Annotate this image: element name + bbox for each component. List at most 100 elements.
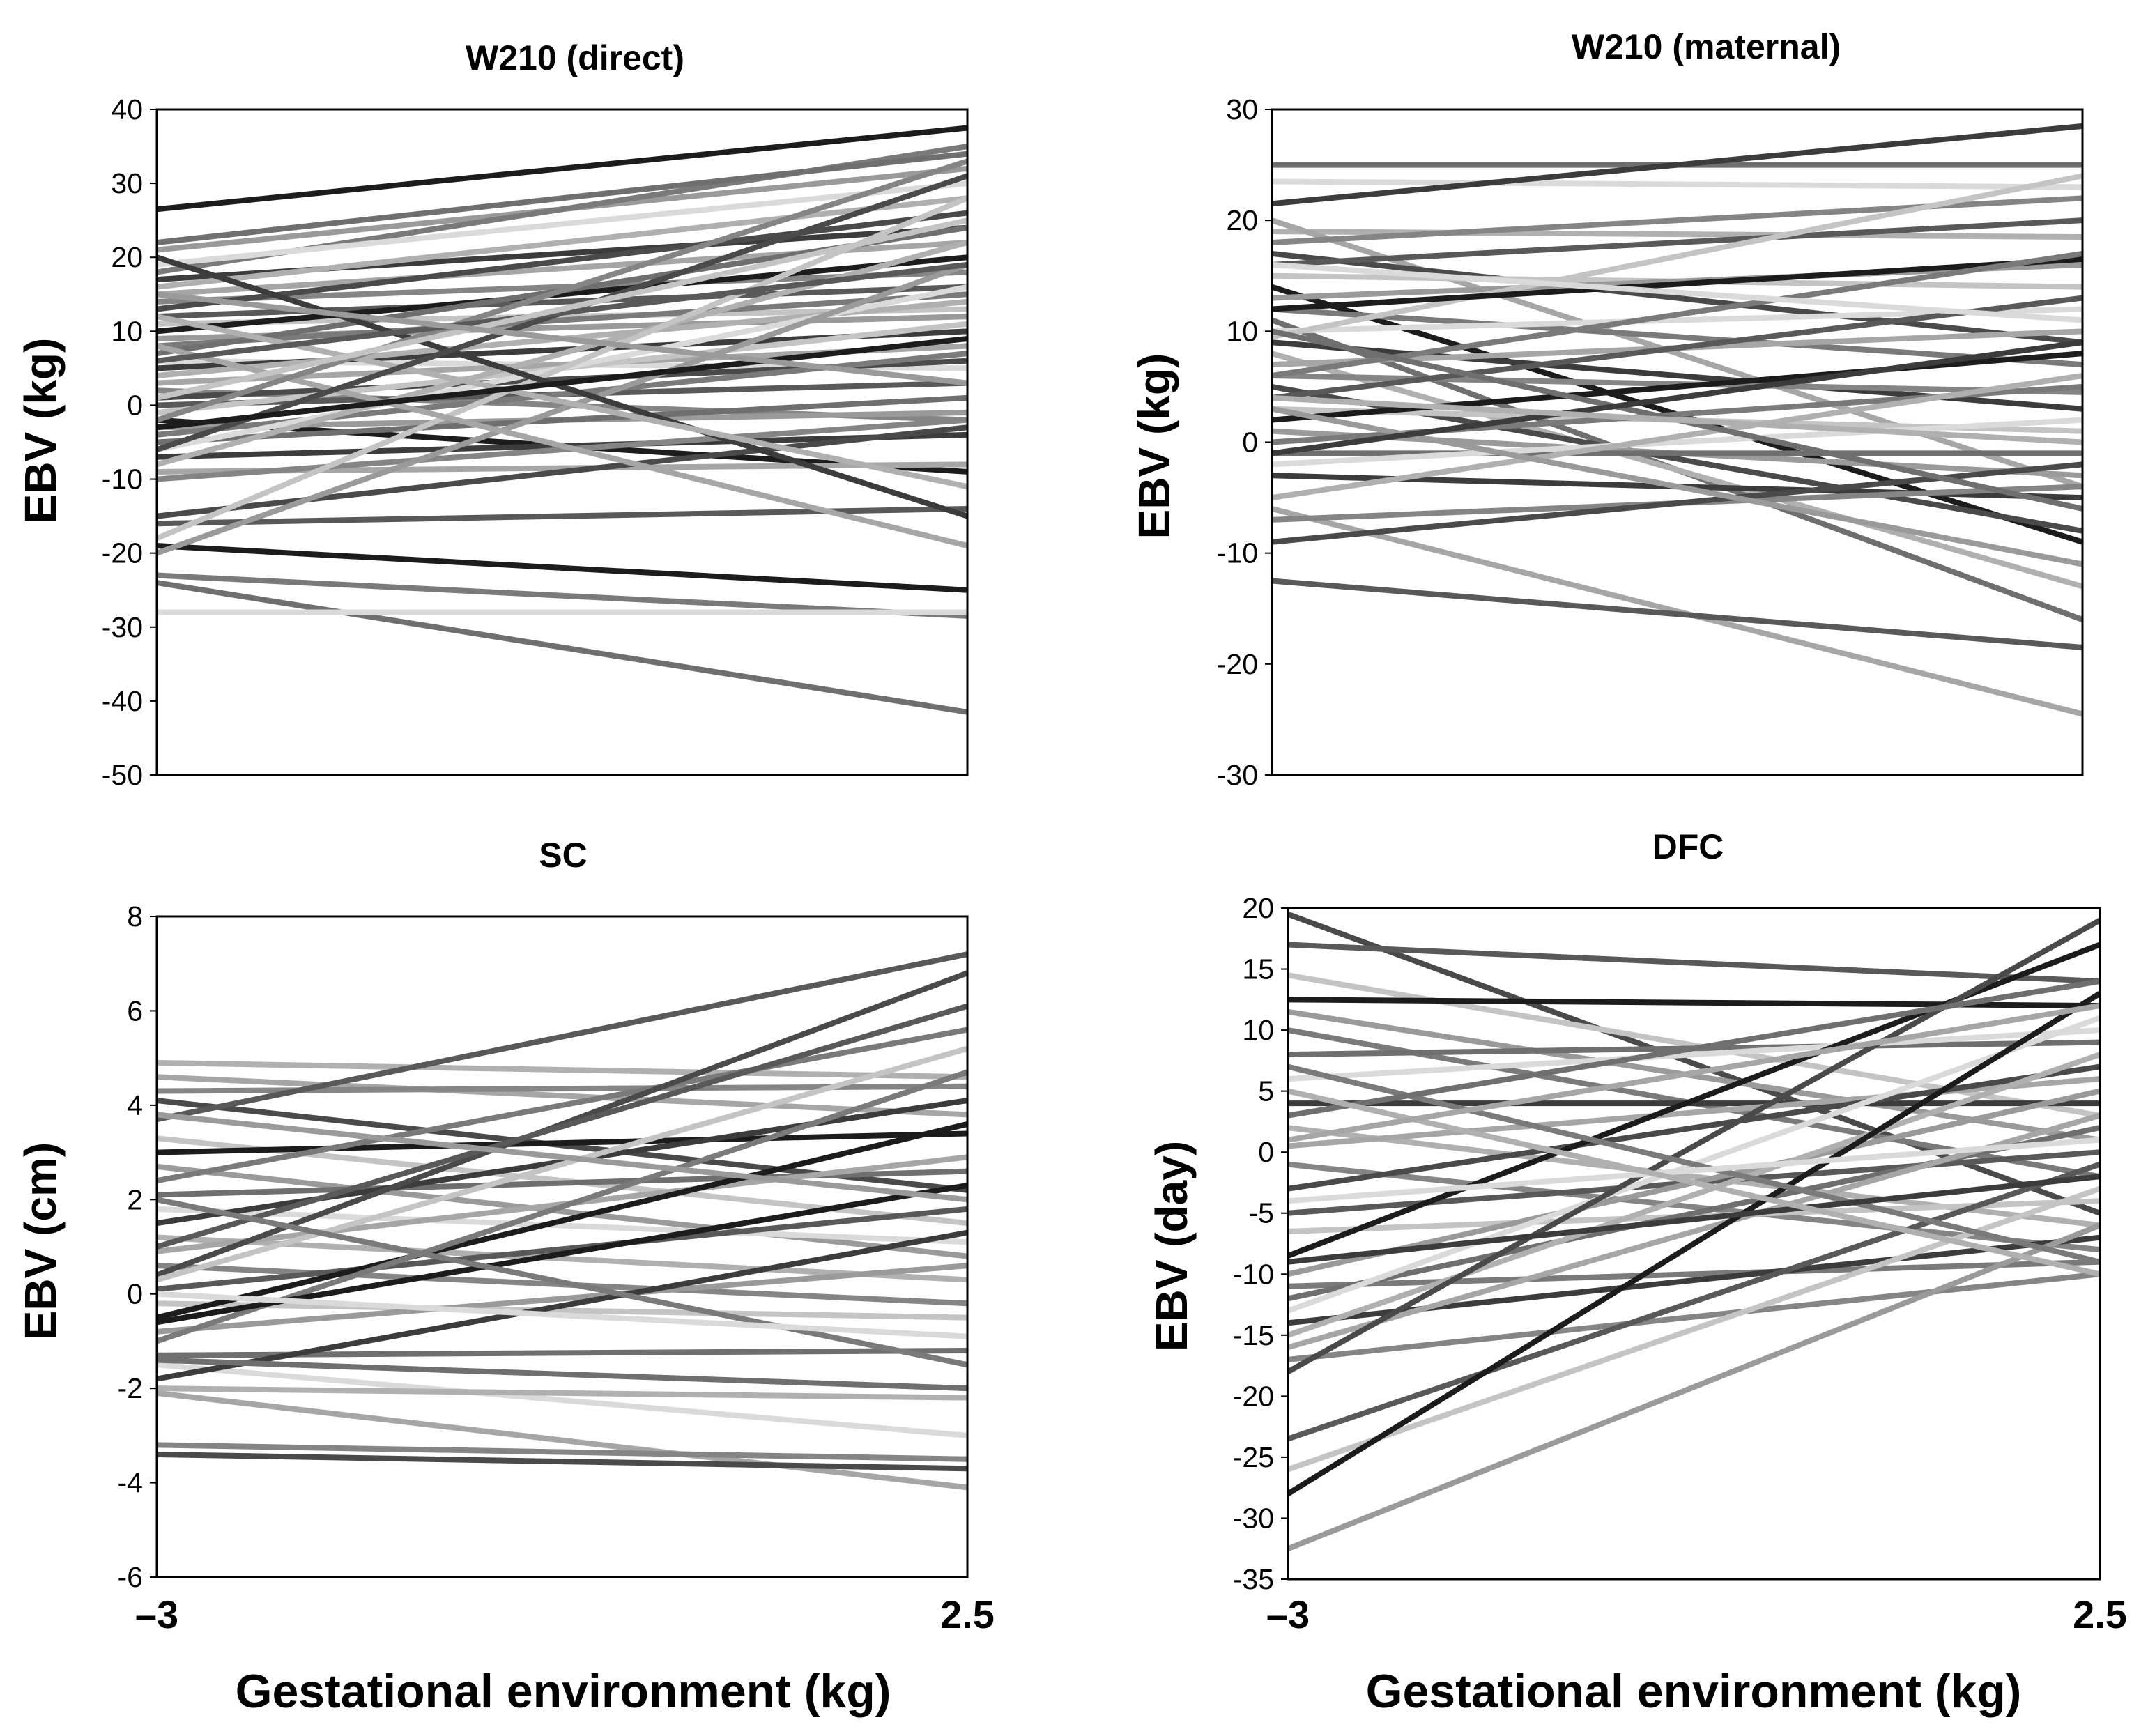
series-line-s47 — [156, 261, 968, 364]
series-line-s34 — [1271, 256, 2083, 312]
y-tick-label: 10 — [1242, 1014, 1274, 1046]
series-line-s16 — [1271, 351, 2084, 590]
series-line-s24 — [156, 1229, 968, 1382]
series-line-s21 — [155, 1069, 969, 1344]
y-tick-label: 30 — [111, 167, 143, 199]
panel-dfc: DFC EBV (day) 20 15 10 5 0 -5 -10 -15 -20 -25 -30 -… — [1146, 827, 2127, 1718]
series-line-s35 — [1287, 1003, 2101, 1143]
y-tick-label: -20 — [1217, 648, 1258, 680]
y-tick-label: -50 — [102, 759, 143, 791]
series-line-s33 — [156, 417, 968, 482]
series-line-s48 — [156, 217, 968, 401]
x-tick-label-max: 2.5 — [940, 1592, 995, 1636]
panel-title: SC — [539, 836, 587, 875]
panel-sc: SC EBV (cm) 8 6 4 2 0 -2 -4 -6 –3 2.5 Gestation… — [15, 836, 995, 1718]
series-lines — [155, 125, 969, 715]
series-line-s03 — [156, 1083, 968, 1094]
series-line-s40 — [1271, 394, 2083, 445]
y-axis-label: EBV (cm) — [15, 1142, 66, 1341]
y-tick-label: -35 — [1233, 1563, 1274, 1595]
plot-frame — [155, 108, 969, 776]
plot-frame — [1287, 907, 2101, 1581]
y-tick-label: 10 — [1226, 315, 1258, 347]
y-tick-label: -20 — [102, 537, 143, 569]
y-tick-label: 5 — [1258, 1075, 1274, 1107]
series-line-s27 — [156, 1442, 968, 1462]
series-line-s07 — [1271, 250, 2083, 346]
y-tick-label: 4 — [127, 1089, 143, 1121]
series-line-s02 — [1271, 178, 2083, 190]
series-line-s32 — [156, 1112, 968, 1203]
series-line-s05 — [1271, 217, 2084, 489]
series-lines — [155, 951, 969, 1491]
series-line-s08 — [1287, 1027, 2101, 1082]
series-line-s34 — [156, 424, 968, 519]
series-line-s23 — [1287, 1112, 2101, 1351]
series-line-s13 — [156, 1234, 968, 1283]
series-line-s36 — [155, 195, 969, 541]
y-tick-label: -40 — [102, 685, 143, 717]
y-tick-label: -2 — [118, 1372, 143, 1404]
series-line-s07 — [156, 1130, 968, 1155]
y-tick-label: 6 — [127, 994, 143, 1027]
series-line-s15 — [156, 291, 968, 349]
y-tick-label: 10 — [111, 315, 143, 347]
series-line-s26 — [156, 1390, 968, 1491]
series-line-s23 — [156, 1362, 968, 1438]
y-tick-label: 20 — [1242, 892, 1274, 924]
series-line-s42 — [155, 254, 969, 519]
series-line-s09 — [156, 1027, 968, 1184]
series-line-s03 — [1271, 123, 2083, 207]
series-line-s34 — [1287, 1088, 2101, 1277]
x-tick-label-min: –3 — [135, 1592, 178, 1636]
series-line-s10 — [156, 210, 968, 312]
y-tick-label: 8 — [127, 900, 143, 932]
y-tick-label: 30 — [1226, 93, 1258, 125]
series-line-s08 — [1271, 217, 2083, 268]
series-line-s13 — [1287, 1063, 2101, 1192]
series-line-s12 — [1271, 306, 2083, 368]
y-tick-label: -10 — [102, 463, 143, 496]
x-tick-label-max: 2.5 — [2073, 1592, 2127, 1636]
y-tick-label: -6 — [118, 1561, 143, 1593]
panel-w210-maternal: W210 (maternal) EBV (kg) 30 20 10 0 -10 -20 -3… — [1129, 27, 2084, 791]
series-line-s10 — [156, 1168, 968, 1198]
series-line-s33 — [1271, 173, 2083, 340]
series-line-s05 — [1287, 1008, 2101, 1143]
panel-w210-direct: W210 (direct) EBV (kg) 40 30 20 10 0 -10 -20 -3… — [15, 38, 969, 791]
series-line-s18 — [1287, 1259, 2101, 1289]
series-line-s20 — [1271, 295, 2083, 401]
y-ticks: 30 20 10 0 -10 -20 -30 — [1217, 93, 1272, 791]
series-line-s35 — [156, 1291, 968, 1339]
series-lines — [1271, 123, 2084, 717]
x-axis-label: Gestational environment (kg) — [236, 1665, 891, 1718]
series-line-s33 — [1287, 1174, 2101, 1265]
series-line-s37 — [156, 543, 968, 593]
y-tick-label: -20 — [1233, 1380, 1274, 1412]
series-line-s34 — [156, 1357, 968, 1392]
series-line-s19 — [156, 1121, 968, 1321]
series-line-s27 — [1287, 1185, 2101, 1473]
y-tick-label: 40 — [111, 93, 143, 125]
panel-title: W210 (direct) — [466, 38, 684, 77]
series-line-s01 — [156, 1059, 968, 1080]
y-tick-label: 20 — [1226, 204, 1258, 236]
y-ticks: 20 15 10 5 0 -5 -10 -15 -20 -25 -30 -35 — [1233, 892, 1288, 1595]
series-line-s49 — [156, 335, 968, 431]
y-tick-label: -25 — [1233, 1441, 1274, 1473]
y-tick-label: 0 — [127, 389, 143, 421]
series-line-s38 — [155, 262, 969, 556]
series-line-s40 — [156, 580, 968, 715]
series-line-s31 — [1287, 978, 2101, 1119]
x-axis-label: Gestational environment (kg) — [1366, 1665, 2022, 1718]
series-line-s02 — [1287, 942, 2101, 985]
series-line-s02 — [156, 1074, 968, 1118]
x-tick-label-min: –3 — [1266, 1592, 1310, 1636]
y-tick-label: -4 — [118, 1467, 143, 1499]
series-line-s22 — [1287, 1052, 2101, 1338]
y-axis-label: EBV (kg) — [1129, 353, 1179, 539]
series-line-s32 — [1271, 578, 2083, 650]
series-line-s05 — [156, 951, 968, 1123]
series-line-s25 — [156, 1385, 968, 1401]
